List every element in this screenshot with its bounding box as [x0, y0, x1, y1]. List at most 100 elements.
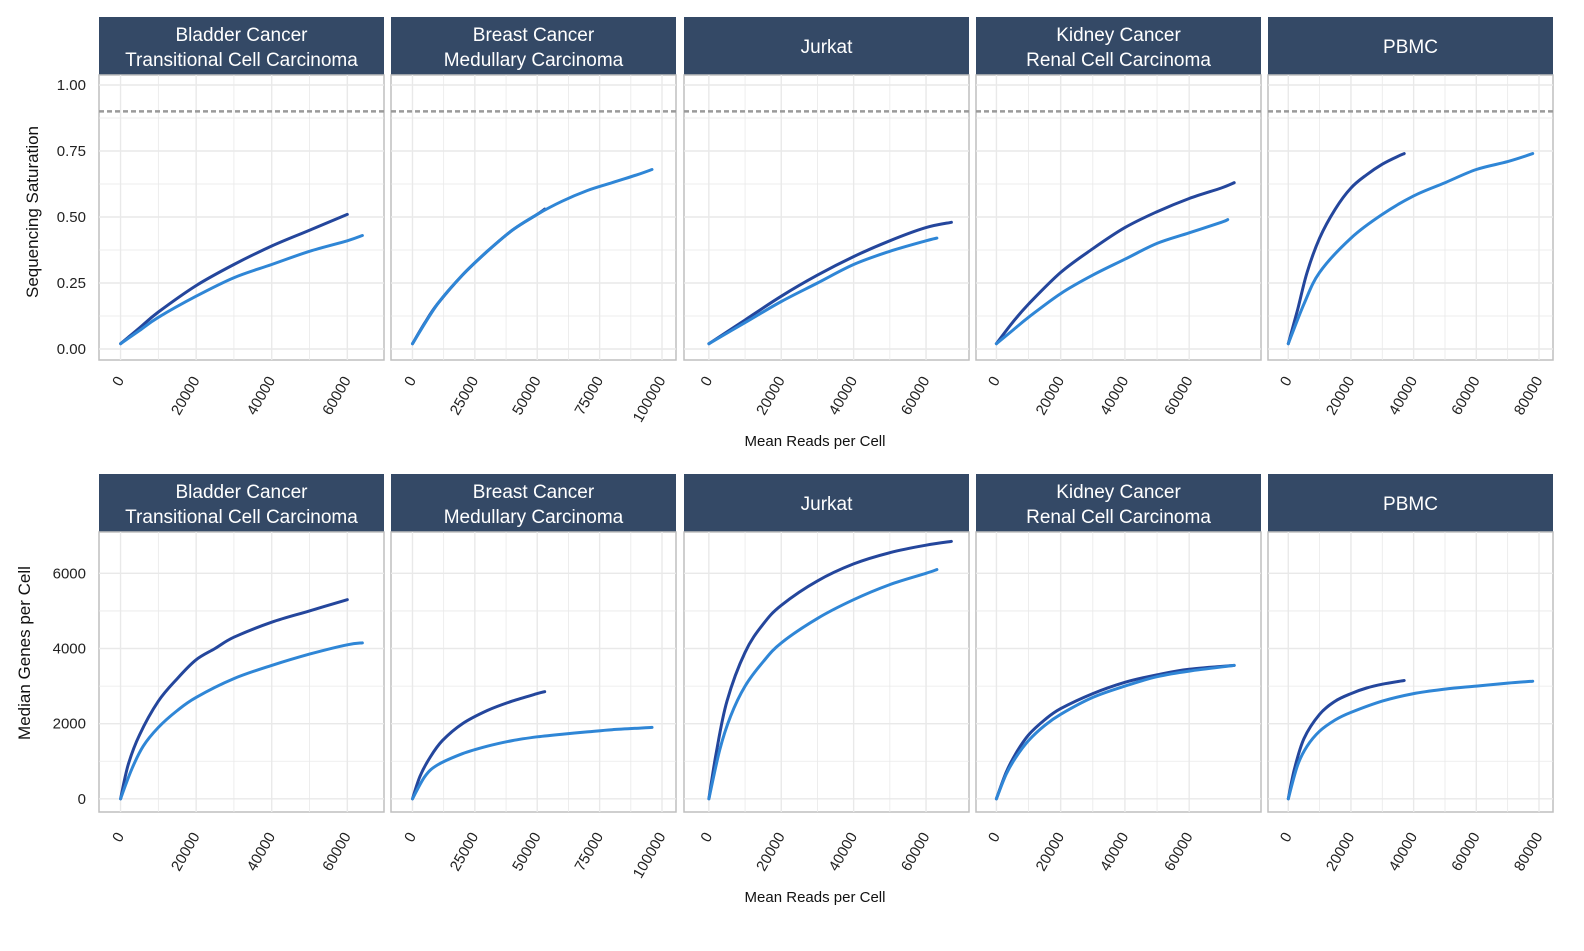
plot-area: [1267, 531, 1554, 813]
x-tick-label: 40000: [244, 830, 280, 875]
facet-panel: Jurkat 0 20000 40000 60000: [683, 474, 970, 875]
x-tick-label: 0: [697, 374, 716, 390]
series-line-dark: [119, 212, 349, 346]
plot-area: [98, 531, 385, 813]
y-tick-label: 4000: [53, 641, 86, 658]
x-tick-label: 60000: [1448, 374, 1484, 419]
facet-title-line: Transitional Cell Carcinoma: [125, 50, 358, 71]
x-tick-label: 25000: [447, 374, 483, 419]
facet-strip: [391, 17, 676, 75]
gridlines: [1268, 532, 1553, 812]
facet-strip: [391, 474, 676, 532]
x-tick-label: 20000: [753, 830, 789, 875]
x-tick-label: 60000: [898, 830, 934, 875]
series-line-light: [994, 218, 1230, 346]
gridlines: [976, 532, 1261, 812]
series-line-dark: [1286, 152, 1406, 346]
facet-title-line: Medullary Carcinoma: [444, 50, 624, 71]
x-tick-label: 0: [109, 374, 128, 390]
x-tick-label: 0: [1277, 374, 1296, 390]
facet-strip: [99, 17, 384, 75]
x-tick-label: 20000: [1323, 830, 1359, 875]
x-tick-label: 0: [697, 830, 716, 846]
x-tick-label: 0: [1277, 830, 1296, 846]
series-line-dark: [707, 220, 953, 346]
facet-title-line: Medullary Carcinoma: [444, 507, 624, 528]
series-line-light: [994, 663, 1236, 801]
x-tick-label: 0: [109, 830, 128, 846]
x-tick-label: 0: [401, 830, 420, 846]
chart-row-bottom: Median Genes per Cell Mean Reads per Cell…: [15, 474, 1554, 906]
x-tick-label: 40000: [826, 830, 862, 875]
x-tick-label: 20000: [168, 830, 204, 875]
x-tick-label: 60000: [319, 374, 355, 419]
facet-panel: PBMC 0 20000 40000 60000 80000: [1267, 17, 1554, 419]
facet-panel: Jurkat 0 20000 40000 60000: [683, 17, 970, 419]
x-tick-label: 40000: [1097, 374, 1133, 419]
x-tick-label: 40000: [1386, 830, 1422, 875]
facet-strip: [976, 17, 1261, 75]
y-tick-label: 0.75: [57, 143, 86, 160]
series-line-dark: [411, 690, 547, 801]
facet-title-line: Kidney Cancer: [1056, 482, 1181, 503]
facet-title-line: Transitional Cell Carcinoma: [125, 507, 358, 528]
y-axis-title: Sequencing Saturation: [23, 126, 42, 298]
x-tick-label: 20000: [168, 374, 204, 419]
x-tick-label: 20000: [1033, 374, 1069, 419]
gridlines: [684, 75, 969, 360]
gridlines: [99, 75, 384, 360]
series-line-light: [411, 168, 654, 346]
series-line-dark: [1286, 679, 1406, 801]
plot-area: [975, 531, 1262, 813]
series-line-light: [707, 236, 939, 346]
y-tick-label: 0: [78, 791, 86, 808]
facet-strip: [99, 474, 384, 532]
x-tick-label: 75000: [572, 374, 608, 419]
x-tick-label: 50000: [509, 374, 545, 419]
x-tick-label: 40000: [826, 374, 862, 419]
y-tick-label: 0.00: [57, 341, 86, 358]
facet-strip: [684, 474, 969, 532]
facet-strip: [976, 474, 1261, 532]
series-line-dark: [119, 598, 349, 801]
x-tick-label: 20000: [753, 374, 789, 419]
y-tick-label: 1.00: [57, 77, 86, 94]
facet-title-line: Breast Cancer: [473, 482, 595, 503]
series-line-light: [411, 725, 654, 801]
y-tick-label: 0.25: [57, 275, 86, 292]
facet-panel: Kidney Cancer Renal Cell Carcinoma 0 20000 4…: [975, 17, 1262, 419]
facet-title-line: Renal Cell Carcinoma: [1026, 50, 1211, 71]
x-tick-label: 0: [401, 374, 420, 390]
plot-area: [683, 531, 970, 813]
facet-strip: [684, 17, 969, 75]
gridlines: [391, 532, 676, 812]
x-tick-label: 60000: [1161, 374, 1197, 419]
x-tick-label: 80000: [1511, 374, 1547, 419]
facet-panel: Bladder Cancer Transitional Cell Carcinom…: [98, 474, 385, 875]
y-tick-label: 2000: [53, 716, 86, 733]
facet-strip: [1268, 17, 1553, 75]
x-tick-label: 40000: [1097, 830, 1133, 875]
series-line-light: [1286, 152, 1535, 346]
y-axis-title: Median Genes per Cell: [15, 566, 34, 740]
gridlines: [976, 75, 1261, 360]
x-tick-label: 80000: [1511, 830, 1547, 875]
x-tick-label: 60000: [319, 830, 355, 875]
x-axis-title: Mean Reads per Cell: [745, 889, 886, 906]
x-tick-label: 40000: [1386, 374, 1422, 419]
facet-panel: PBMC 0 20000 40000 60000 80000: [1267, 474, 1554, 875]
x-tick-label: 20000: [1323, 374, 1359, 419]
series-line-dark: [994, 181, 1236, 346]
facet-panel: Kidney Cancer Renal Cell Carcinoma 0 20000 4…: [975, 474, 1262, 875]
facet-strip: [1268, 474, 1553, 532]
series-line-dark: [994, 663, 1236, 801]
gridlines: [684, 532, 969, 812]
series-line-light: [707, 568, 939, 801]
x-tick-label: 100000: [630, 374, 670, 426]
facet-panel: Breast Cancer Medullary Carcinoma 0 25000 50…: [390, 17, 677, 426]
x-tick-label: 75000: [572, 830, 608, 875]
facet-title-line: PBMC: [1383, 494, 1438, 515]
series-line-light: [1286, 679, 1535, 801]
x-tick-label: 60000: [1448, 830, 1484, 875]
